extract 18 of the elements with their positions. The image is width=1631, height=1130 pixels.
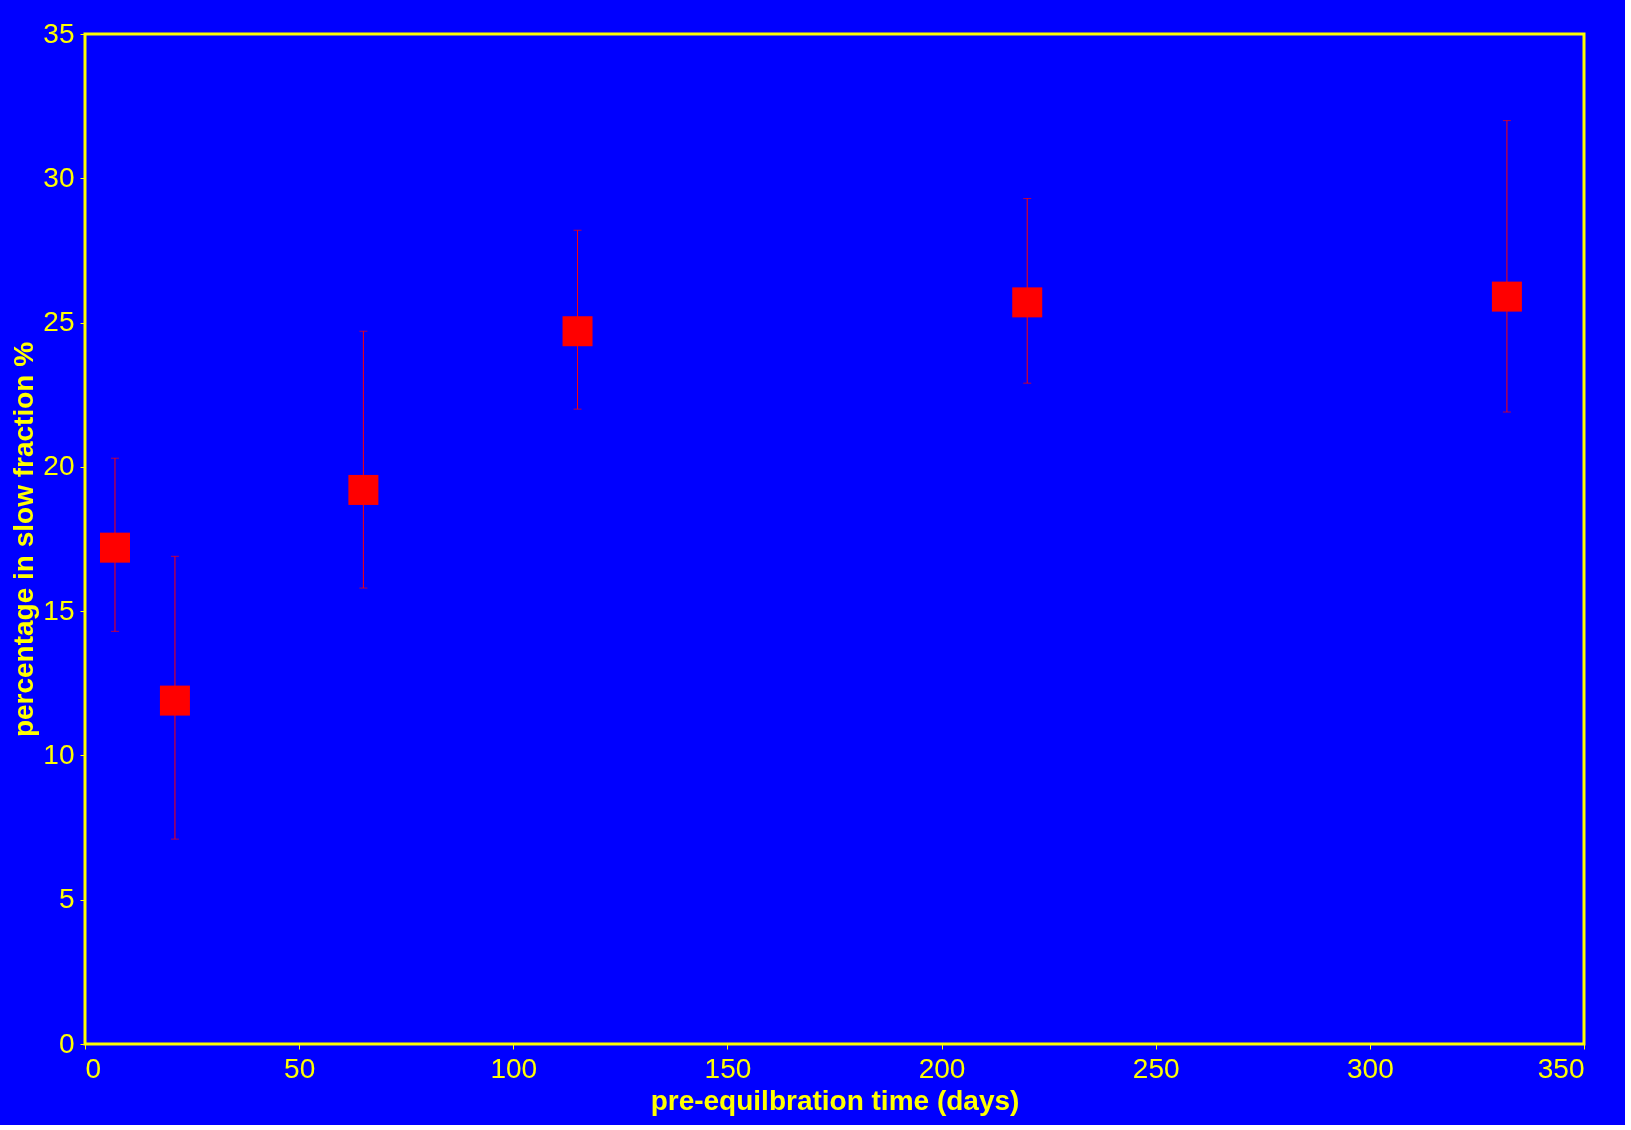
y-tick-label: 20: [43, 450, 75, 482]
y-tick-label: 15: [43, 594, 75, 626]
y-tick-label: 0: [58, 1027, 75, 1059]
y-tick-label: 30: [43, 161, 75, 193]
x-tick-label: 200: [918, 1052, 966, 1084]
x-tick-label: 150: [704, 1052, 752, 1084]
x-tick-label: 50: [284, 1052, 316, 1084]
x-tick-label: 100: [490, 1052, 538, 1084]
y-tick-label: 10: [43, 738, 75, 770]
y-axis-title: percentage in slow fraction %: [8, 341, 40, 738]
y-tick-label: 35: [43, 17, 75, 49]
x-tick-label: 350: [1537, 1052, 1585, 1084]
x-tick-label: 250: [1132, 1052, 1180, 1084]
y-tick-label: 25: [43, 306, 75, 338]
y-tick-label: 5: [58, 883, 75, 915]
x-axis-title: pre-equilbration time (days): [650, 1084, 1020, 1116]
x-tick-label: 300: [1347, 1052, 1394, 1084]
x-tick-label: 0: [85, 1052, 102, 1084]
